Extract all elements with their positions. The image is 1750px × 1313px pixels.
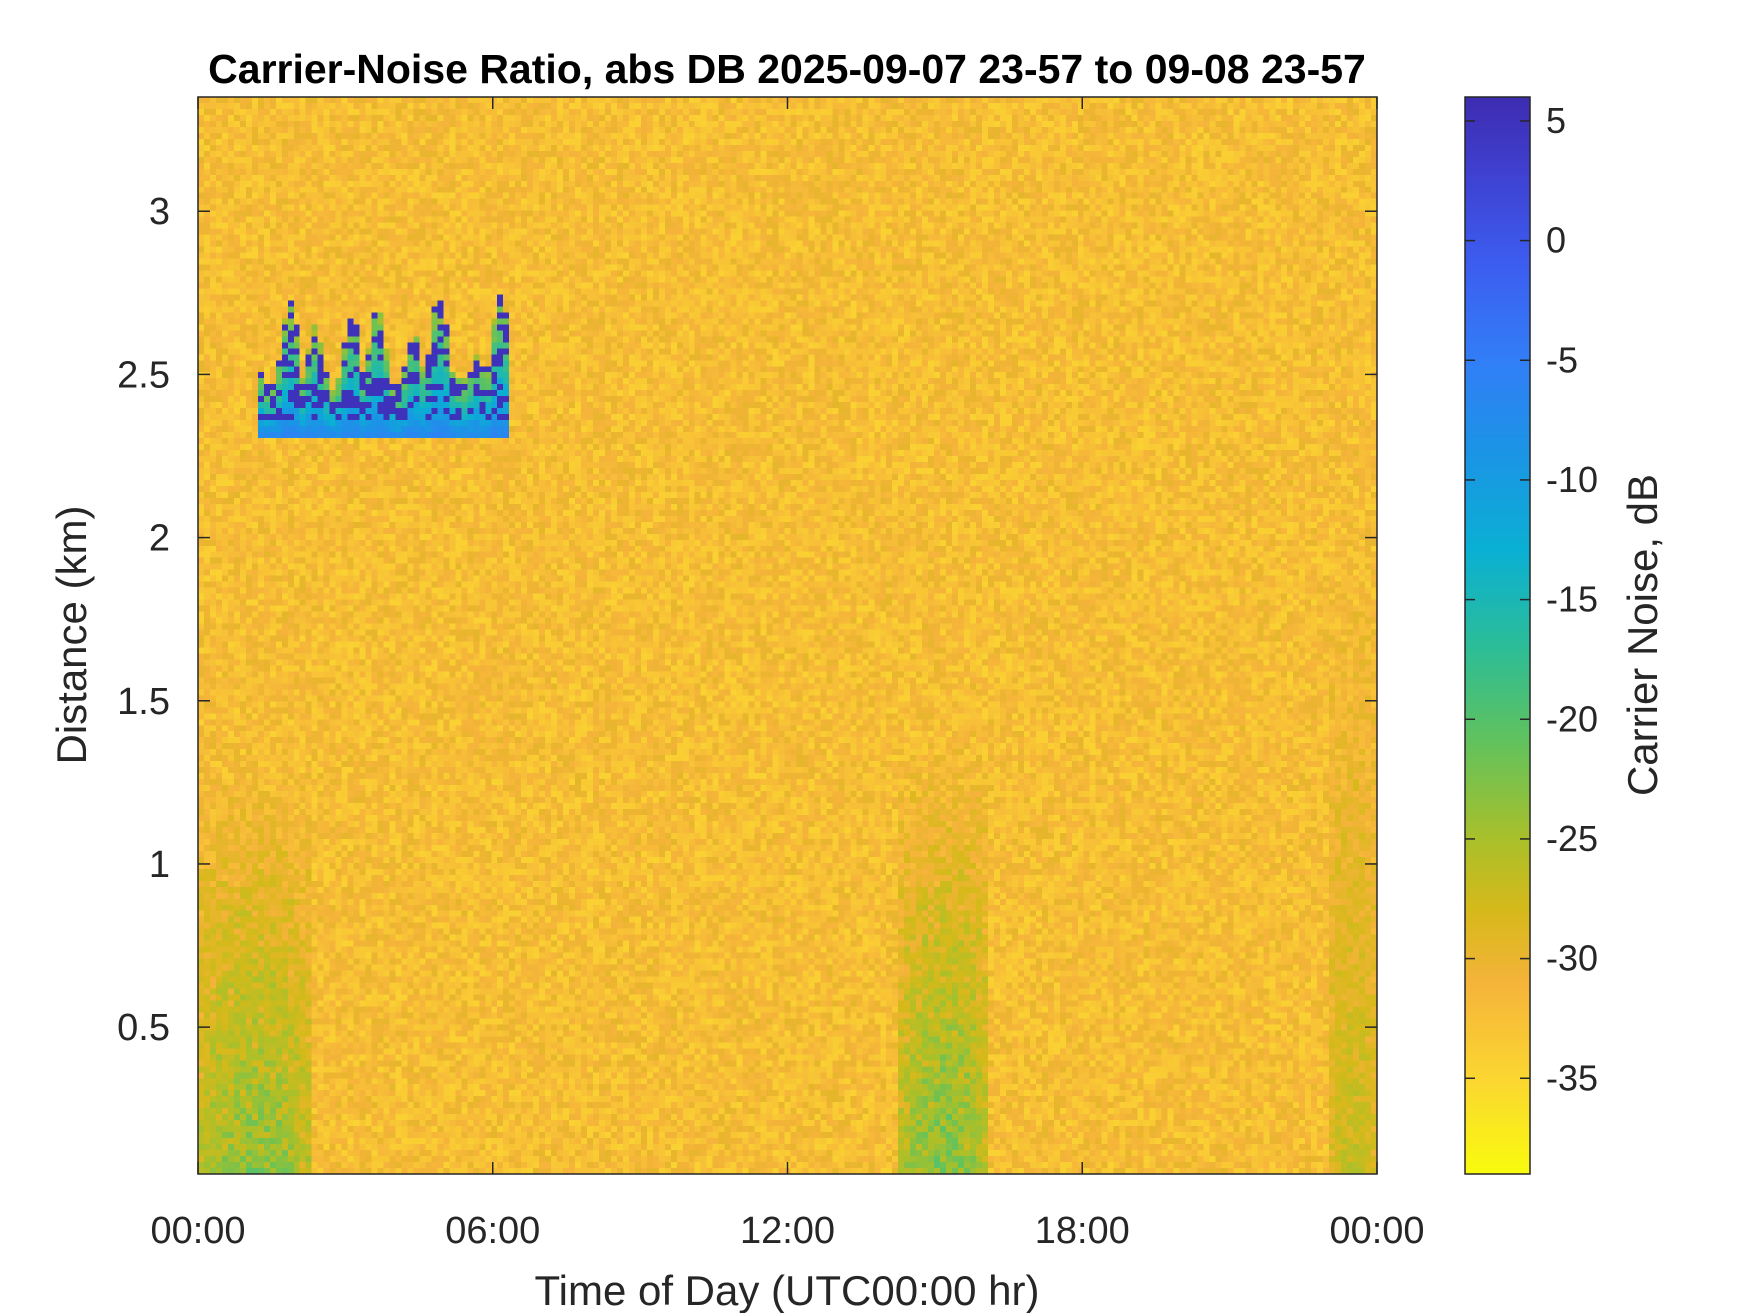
y-tick-label: 1.5: [117, 681, 170, 723]
y-tick-label: 1: [149, 844, 170, 886]
colorbar-tick-label: -15: [1546, 579, 1598, 620]
colorbar-tick-label: 5: [1546, 100, 1566, 141]
x-axis-label: Time of Day (UTC00:00 hr): [535, 1267, 1040, 1313]
plot-area: [198, 97, 1377, 1174]
colorbar-tick-label: -10: [1546, 459, 1598, 500]
x-tick-label: 12:00: [740, 1210, 835, 1252]
colorbar: 5 0 -5 -10 -15 -20 -25 -30 -35 Carrier Noise, dB: [1464, 96, 1666, 1175]
y-tick-label: 0.5: [117, 1007, 170, 1049]
y-tick-label: 2.5: [117, 354, 170, 396]
heatmap-cells: [198, 97, 1377, 1174]
colorbar-label: Carrier Noise, dB: [1619, 474, 1666, 796]
colorbar-tick-label: -5: [1546, 339, 1578, 380]
x-tick-label: 06:00: [445, 1210, 540, 1252]
colorbar-tick-label: -35: [1546, 1057, 1598, 1098]
colorbar-gradient: [1464, 96, 1531, 1175]
colorbar-tick-label: 0: [1546, 220, 1566, 261]
y-axis: 0.5 1 1.5 2 2.5 3: [117, 191, 1377, 1049]
colorbar-tick-label: -20: [1546, 698, 1598, 739]
colorbar-tick-label: -30: [1546, 938, 1598, 979]
colorbar-ticks: 5 0 -5 -10 -15 -20 -25 -30 -35: [1465, 100, 1598, 1098]
y-tick-label: 3: [149, 191, 170, 233]
y-axis-label: Distance (km): [48, 505, 95, 764]
x-axis: 00:00 06:00 12:00 18:00 00:00: [150, 97, 1425, 1252]
colorbar-tick-label: -25: [1546, 818, 1598, 859]
x-tick-label: 00:00: [150, 1210, 245, 1252]
chart-title: Carrier-Noise Ratio, abs DB 2025-09-07 2…: [208, 46, 1366, 92]
y-tick-label: 2: [149, 518, 170, 560]
x-tick-label: 18:00: [1035, 1210, 1130, 1252]
x-tick-label: 00:00: [1329, 1210, 1424, 1252]
